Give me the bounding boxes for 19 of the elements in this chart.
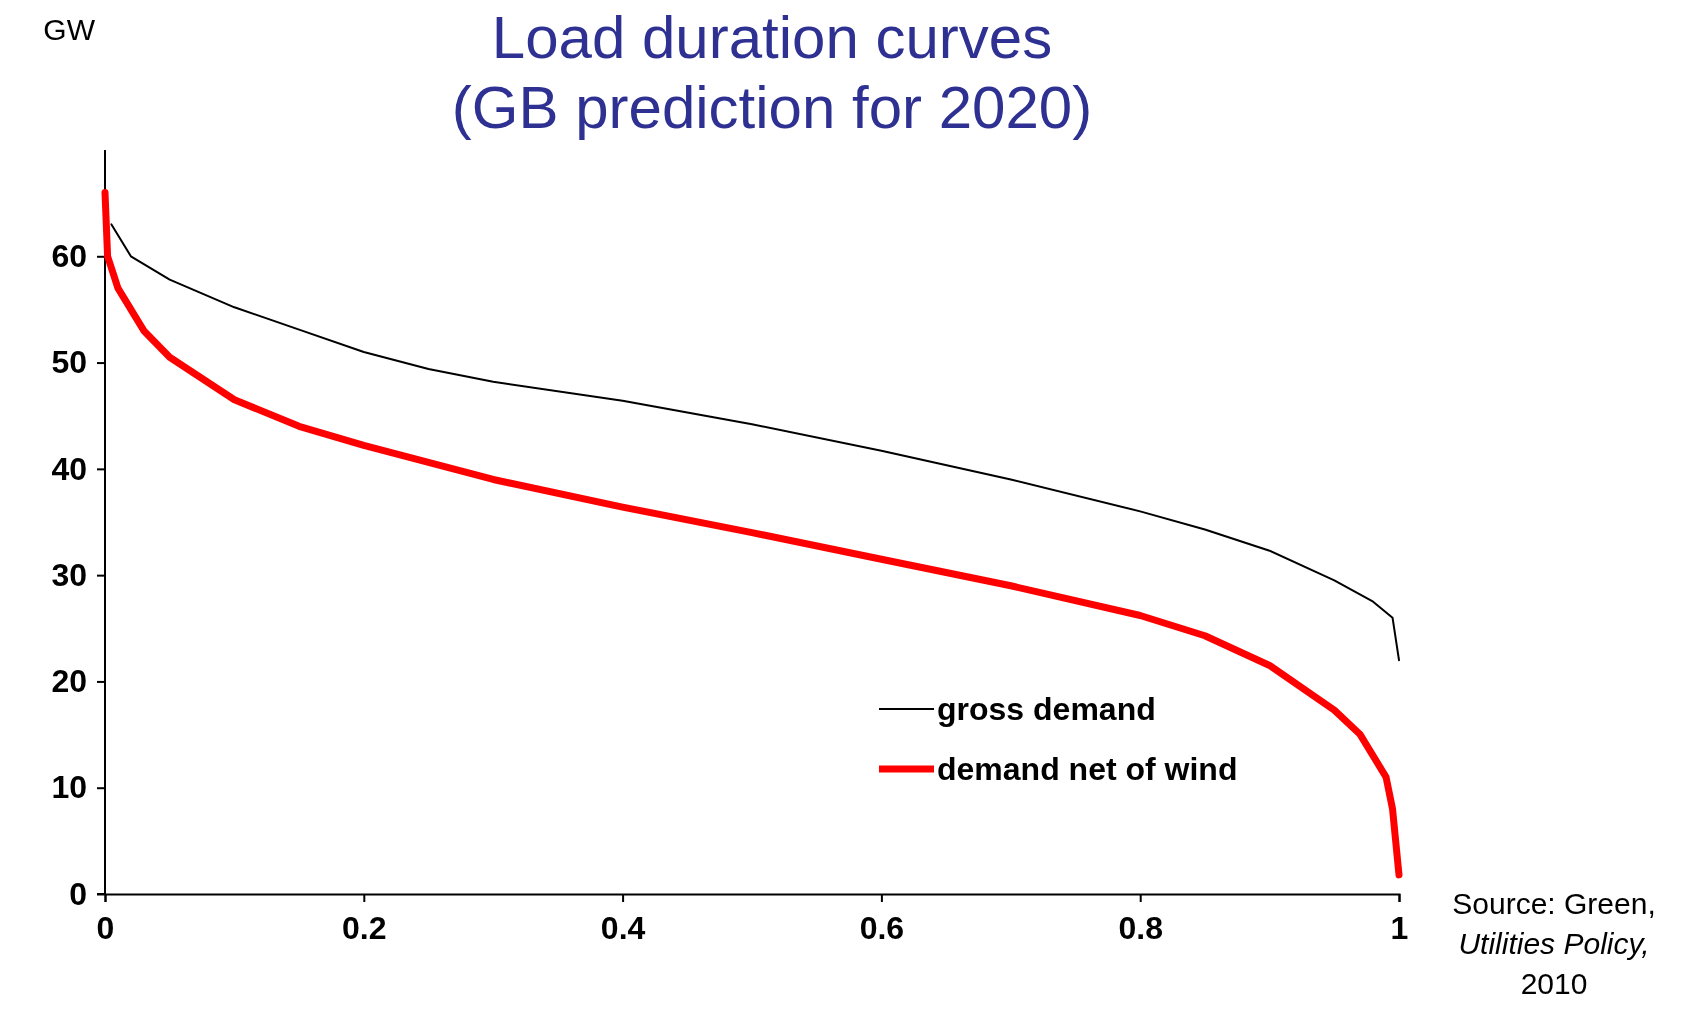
y-tick-label: 20 [51,663,87,700]
x-tick-label: 1 [1390,909,1409,946]
y-tick-label: 40 [51,450,87,487]
y-tick-label: 30 [51,556,87,593]
y-tick-label: 0 [69,875,87,912]
x-tick-label: 0.6 [859,909,905,946]
source-note: Source: Green, Utilities Policy, 2010 [1452,887,1656,1000]
x-tick-label: 0.2 [342,909,387,946]
x-tick-label: 0.8 [1118,909,1163,946]
x-tick-label: 0.4 [600,909,646,946]
y-tick-label: 60 [51,238,87,275]
x-tick-label: 0 [96,909,115,946]
y-axis-title: GW [43,13,96,46]
y-tick-label: 10 [51,769,87,806]
y-tick-label: 50 [51,344,87,381]
line-series [110,223,1400,662]
chart-title: Load duration curves (GB prediction for 2020) [451,4,1093,141]
legend-label: demand net of wind [937,751,1238,787]
legend-label: gross demand [937,691,1156,727]
